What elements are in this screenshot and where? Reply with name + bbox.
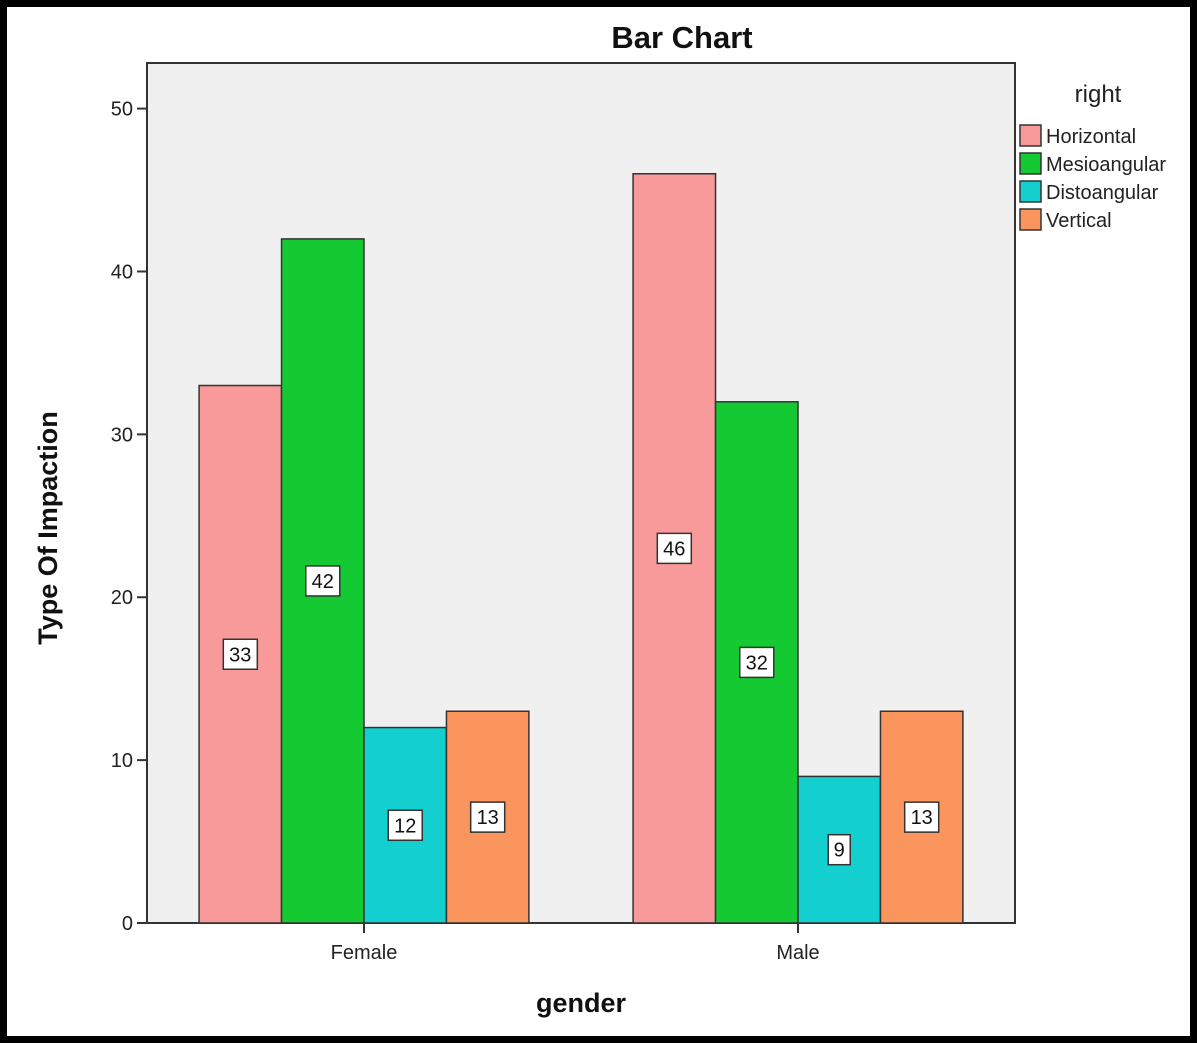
legend-swatch-horizontal <box>1019 124 1042 147</box>
data-label: 46 <box>663 538 685 560</box>
legend-label-vertical: Vertical <box>1046 210 1112 232</box>
chart-title: Bar Chart <box>611 20 752 55</box>
legend-swatch-distoangular <box>1019 180 1042 203</box>
data-label: 13 <box>911 807 933 829</box>
legend: right Horizontal Mesioangular Distoangular… <box>1019 81 1166 232</box>
data-label-box <box>656 532 693 565</box>
x-tick-label: Male <box>776 942 819 964</box>
legend-label-distoangular: Distoangular <box>1046 182 1159 204</box>
y-tick-label: 10 <box>111 750 133 772</box>
legend-swatch-vertical <box>1019 208 1042 231</box>
bar-distoangular-male <box>797 775 882 924</box>
legend-label-horizontal: Horizontal <box>1046 126 1136 148</box>
data-label-box <box>305 565 341 597</box>
data-label-box <box>469 801 506 833</box>
y-tick-label: 20 <box>111 587 133 609</box>
y-tick-label: 40 <box>111 261 133 283</box>
data-label-box <box>739 646 775 679</box>
legend-swatch-mesioangular <box>1019 152 1042 175</box>
data-label-box <box>222 638 259 670</box>
x-axis: Female Male <box>331 923 820 964</box>
data-label: 32 <box>746 652 768 674</box>
data-label-box <box>903 801 940 833</box>
y-tick-label: 50 <box>111 99 133 121</box>
legend-title: right <box>1075 81 1122 108</box>
x-tick-label: Female <box>331 942 398 964</box>
data-label-box <box>387 809 423 842</box>
legend-items: Horizontal Mesioangular Distoangular Vertic… <box>1019 124 1166 232</box>
data-label: 9 <box>834 840 845 862</box>
data-labels: 33 42 12 13 46 32 9 13 <box>222 532 940 866</box>
y-tick-label: 0 <box>122 913 133 935</box>
y-tick-label: 30 <box>111 424 133 446</box>
data-label: 13 <box>477 807 499 829</box>
data-label-box <box>827 833 851 866</box>
data-label: 33 <box>229 644 251 666</box>
bars <box>198 173 964 924</box>
y-axis-title: Type Of Impaction <box>33 411 63 645</box>
legend-label-mesioangular: Mesioangular <box>1046 154 1166 176</box>
data-label: 12 <box>394 815 416 837</box>
y-axis: 0 10 20 30 40 50 <box>111 99 147 935</box>
x-axis-title: gender <box>536 988 627 1018</box>
data-label: 42 <box>312 571 334 593</box>
